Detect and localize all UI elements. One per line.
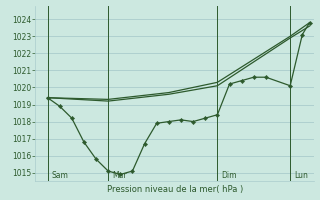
X-axis label: Pression niveau de la mer( hPa ): Pression niveau de la mer( hPa ) xyxy=(107,185,243,194)
Text: Lun: Lun xyxy=(294,171,308,180)
Text: Mar: Mar xyxy=(112,171,126,180)
Text: Dim: Dim xyxy=(221,171,236,180)
Text: Sam: Sam xyxy=(51,171,68,180)
